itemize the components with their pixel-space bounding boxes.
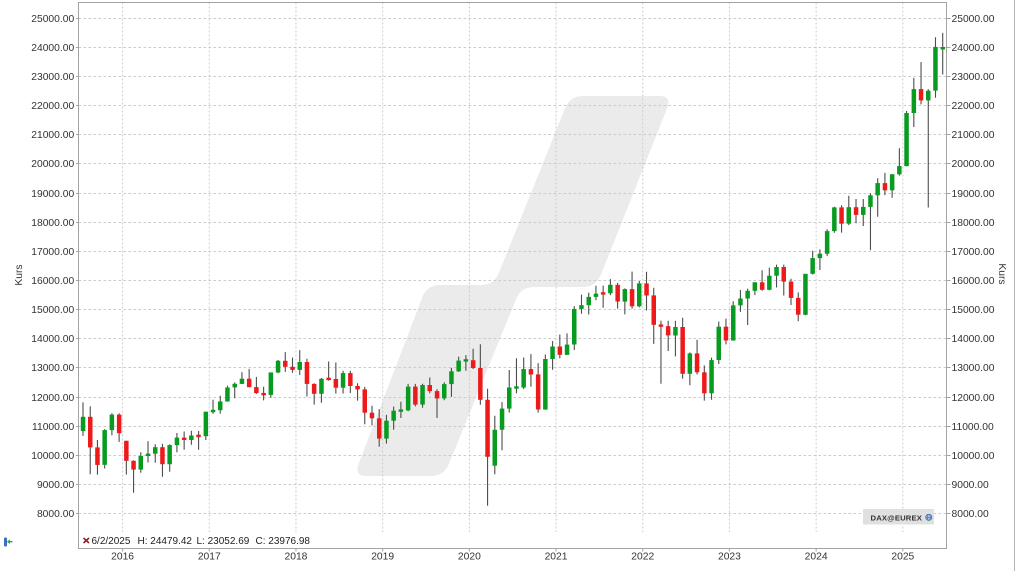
svg-text:6/2/2025: 6/2/2025 xyxy=(92,536,131,547)
svg-text:24000.00: 24000.00 xyxy=(31,43,74,54)
svg-text:Kurs: Kurs xyxy=(14,264,25,285)
svg-text:2020: 2020 xyxy=(458,552,481,563)
svg-text:23000.00: 23000.00 xyxy=(952,72,995,83)
svg-text:2021: 2021 xyxy=(545,552,568,563)
svg-text:8000.00: 8000.00 xyxy=(952,509,989,520)
svg-text:2017: 2017 xyxy=(198,552,221,563)
svg-text:9000.00: 9000.00 xyxy=(37,480,74,491)
svg-text:12000.00: 12000.00 xyxy=(952,393,995,404)
svg-text:19000.00: 19000.00 xyxy=(31,189,74,200)
svg-text:9000.00: 9000.00 xyxy=(952,480,989,491)
svg-text:18000.00: 18000.00 xyxy=(952,218,995,229)
svg-text:16000.00: 16000.00 xyxy=(952,276,995,287)
svg-text:13000.00: 13000.00 xyxy=(952,363,995,374)
svg-text:21000.00: 21000.00 xyxy=(31,130,74,141)
svg-text:11000.00: 11000.00 xyxy=(952,422,994,433)
svg-text:15000.00: 15000.00 xyxy=(31,305,74,316)
svg-text:22000.00: 22000.00 xyxy=(952,101,995,112)
svg-text:H: 24479.42: H: 24479.42 xyxy=(138,536,193,547)
svg-text:14000.00: 14000.00 xyxy=(31,334,74,345)
svg-text:19000.00: 19000.00 xyxy=(952,189,995,200)
svg-text:22000.00: 22000.00 xyxy=(31,101,74,112)
svg-text:13000.00: 13000.00 xyxy=(31,363,74,374)
svg-text:Kurs: Kurs xyxy=(996,263,1007,284)
svg-text:DAX@EUREX: DAX@EUREX xyxy=(871,514,923,523)
svg-text:17000.00: 17000.00 xyxy=(952,247,995,258)
svg-text:2018: 2018 xyxy=(285,552,308,563)
svg-text:25000.00: 25000.00 xyxy=(952,14,995,25)
svg-text:2023: 2023 xyxy=(718,552,741,563)
svg-text:8000.00: 8000.00 xyxy=(37,509,74,520)
svg-text:12000.00: 12000.00 xyxy=(31,393,74,404)
svg-text:2016: 2016 xyxy=(111,552,134,563)
svg-text:10000.00: 10000.00 xyxy=(31,451,74,462)
svg-text:2022: 2022 xyxy=(631,552,654,563)
svg-text:10000.00: 10000.00 xyxy=(952,451,995,462)
svg-text:14000.00: 14000.00 xyxy=(952,334,995,345)
svg-text:18000.00: 18000.00 xyxy=(31,218,74,229)
svg-text:2019: 2019 xyxy=(371,552,394,563)
svg-text:11000.00: 11000.00 xyxy=(32,422,74,433)
svg-text:25000.00: 25000.00 xyxy=(31,14,74,25)
svg-text:L: 23052.69: L: 23052.69 xyxy=(197,536,250,547)
svg-text:20000.00: 20000.00 xyxy=(31,159,74,170)
svg-text:21000.00: 21000.00 xyxy=(952,130,995,141)
svg-text:2024: 2024 xyxy=(805,552,828,563)
svg-text:C: 23976.98: C: 23976.98 xyxy=(256,536,311,547)
svg-text:20000.00: 20000.00 xyxy=(952,159,995,170)
svg-text:16000.00: 16000.00 xyxy=(31,276,74,287)
svg-text:17000.00: 17000.00 xyxy=(31,247,74,258)
svg-text:24000.00: 24000.00 xyxy=(952,43,995,54)
svg-text:2025: 2025 xyxy=(891,552,914,563)
svg-text:15000.00: 15000.00 xyxy=(952,305,995,316)
svg-text:23000.00: 23000.00 xyxy=(31,72,74,83)
